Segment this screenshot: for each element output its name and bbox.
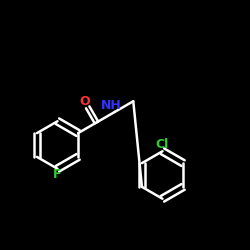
Text: O: O: [79, 95, 90, 108]
Text: NH: NH: [101, 99, 121, 112]
Text: Cl: Cl: [156, 138, 169, 151]
Text: F: F: [53, 168, 62, 181]
